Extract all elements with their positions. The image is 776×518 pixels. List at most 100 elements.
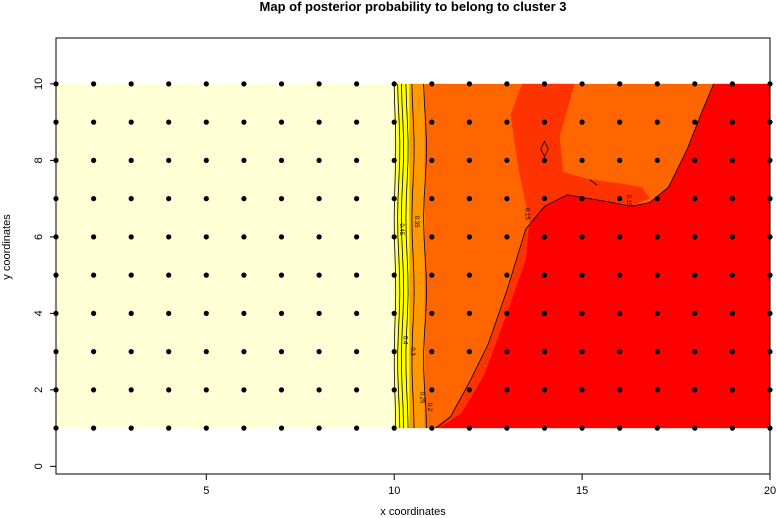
grid-point [241,119,247,125]
grid-point [504,272,510,278]
grid-point [729,196,736,202]
grid-point [692,349,698,355]
grid-point [729,349,736,355]
grid-point [654,387,660,393]
x-tick-label: 15 [576,485,588,497]
x-tick-label: 20 [764,485,776,497]
grid-point [241,425,247,431]
grid-point [617,119,623,125]
grid-point [579,196,585,202]
grid-point [391,234,397,240]
grid-point [579,349,585,355]
grid-point [429,234,435,240]
grid-point [729,119,736,125]
x-tick-label: 10 [388,485,400,497]
grid-point [617,196,623,202]
grid-point [729,425,736,431]
grid-point [391,310,397,316]
grid-point [654,272,660,278]
y-tick-label: 10 [33,78,45,90]
grid-point [354,425,360,431]
contour-label-1: 0.45 [398,223,404,235]
contour-line-5 [411,83,415,429]
grid-point [692,425,698,431]
grid-point [128,387,134,393]
region-low [435,83,770,429]
contour-line-3 [400,83,405,429]
grid-point [128,157,134,163]
grid-point [617,81,623,87]
grid-point [203,310,209,316]
grid-point [692,272,698,278]
y-tick-label: 2 [33,387,45,393]
grid-point [654,196,660,202]
grid-point [241,81,247,87]
grid-point [128,81,134,87]
grid-point [278,119,285,125]
grid-point [729,310,736,316]
grid-point [541,272,548,278]
grid-point [504,81,510,87]
grid-point [166,387,172,393]
grid-point [579,310,585,316]
grid-point [354,196,360,202]
grid-point [203,119,209,125]
grid-point [128,425,134,431]
region-high-probability [56,83,395,429]
grid-point [203,387,209,393]
contour-lines: 0.45 0.3 0.250.2 0.4 0.35 0.15 0.15 [393,83,714,429]
grid-point [579,425,585,431]
grid-point [579,119,585,125]
grid-point [504,196,510,202]
grid-point [316,157,322,163]
grid-point [541,425,548,431]
contour-label-8: 0.15 [625,195,631,207]
grid-point [504,349,510,355]
grid-point [91,425,97,431]
grid-point [692,234,698,240]
grid-point [316,234,322,240]
region-transition-wedge [439,83,650,429]
contour-line-1 [393,83,397,429]
grid-point [504,310,510,316]
grid-point [128,119,134,125]
grid-point [654,349,660,355]
grid-point [466,157,472,163]
contour-line-low [435,83,714,429]
y-tick-label: 0 [33,463,45,469]
grid-point [729,157,736,163]
grid-point [278,196,285,202]
contour-small-tick [589,179,598,186]
grid-point [541,310,548,316]
x-axis-label: x coordinates [380,506,446,518]
contour-label-4: 0.2 [426,403,432,412]
grid-point [91,119,97,125]
grid-point [429,157,435,163]
grid-point [166,119,172,125]
grid-point [466,425,472,431]
x-axis: 5 10 15 20 [203,474,776,497]
grid-point [466,272,472,278]
grid-point [241,157,247,163]
grid-point [617,387,623,393]
grid-point [354,157,360,163]
contour-small-loop [540,140,549,158]
grid-point [466,81,472,87]
grid-point [354,81,360,87]
grid-point [692,119,698,125]
grid-point [654,81,660,87]
grid-point [617,234,623,240]
grid-point [128,272,134,278]
grid-point [166,349,172,355]
grid-point [241,349,247,355]
grid-point [391,157,397,163]
grid-point [504,234,510,240]
grid-point [391,425,397,431]
grid-point [579,387,585,393]
grid-point [166,234,172,240]
grid-point [617,272,623,278]
grid-point [316,119,322,125]
grid-point [654,425,660,431]
grid-point [429,425,435,431]
